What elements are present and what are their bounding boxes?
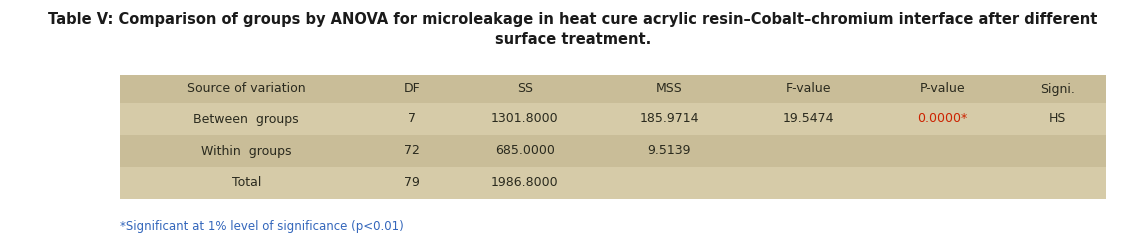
Text: 72: 72 [405, 145, 421, 158]
Text: 7: 7 [408, 113, 416, 126]
Text: SS: SS [517, 82, 533, 95]
Text: Within  groups: Within groups [201, 145, 291, 158]
Text: 1301.8000: 1301.8000 [490, 113, 558, 126]
Text: surface treatment.: surface treatment. [495, 32, 651, 47]
Text: HS: HS [1049, 113, 1067, 126]
Text: *Significant at 1% level of significance (p<0.01): *Significant at 1% level of significance… [120, 220, 405, 233]
Text: 685.0000: 685.0000 [495, 145, 555, 158]
Text: F-value: F-value [786, 82, 831, 95]
Text: 0.0000*: 0.0000* [918, 113, 967, 126]
Text: 1986.8000: 1986.8000 [490, 176, 558, 189]
Text: MSS: MSS [656, 82, 683, 95]
Text: Between  groups: Between groups [194, 113, 299, 126]
Text: 19.5474: 19.5474 [783, 113, 834, 126]
Bar [120, 103, 1106, 135]
Text: P-value: P-value [920, 82, 965, 95]
Text: 9.5139: 9.5139 [647, 145, 691, 158]
Bar [120, 135, 1106, 167]
Text: DF: DF [403, 82, 421, 95]
Text: 79: 79 [405, 176, 421, 189]
Text: 185.9714: 185.9714 [639, 113, 699, 126]
Text: Table V: Comparison of groups by ANOVA for microleakage in heat cure acrylic res: Table V: Comparison of groups by ANOVA f… [48, 12, 1098, 27]
Bar [120, 75, 1106, 199]
Text: Signi.: Signi. [1041, 82, 1075, 95]
Text: Source of variation: Source of variation [187, 82, 306, 95]
Text: Total: Total [231, 176, 261, 189]
Bar [120, 167, 1106, 199]
